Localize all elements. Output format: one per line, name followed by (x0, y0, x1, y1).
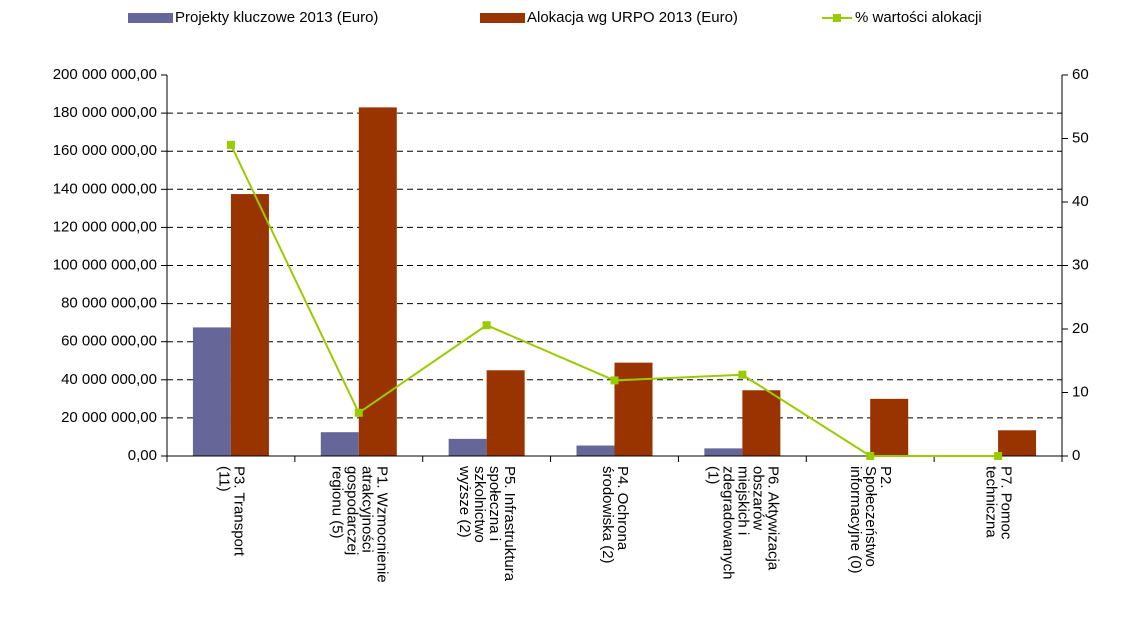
y-tick-label: 160 000 000,00 (53, 142, 157, 159)
y-tick-label: 80 000 000,00 (61, 295, 157, 312)
marker (994, 452, 1003, 460)
bar (320, 432, 359, 456)
x-tick-label: P4. Ochronaśrodowiska (2) (599, 466, 631, 564)
label-line: Społeczeństwo (862, 466, 879, 567)
y2-tick-label: 0 (1072, 447, 1080, 464)
legend-swatch (128, 13, 173, 23)
label-line: P5. Infrastruktura (501, 466, 518, 582)
label-line: wyższe (2) (456, 465, 473, 538)
label-line: gospodarczej (343, 466, 360, 555)
marker (738, 370, 747, 379)
label-line: informacyjne (0) (847, 466, 864, 574)
bar (870, 398, 909, 456)
bar (358, 107, 397, 456)
legend-marker (833, 14, 841, 22)
y-tick-label: 40 000 000,00 (61, 371, 157, 388)
marker (610, 376, 619, 385)
y-tick-label: 180 000 000,00 (53, 104, 157, 121)
label-line: społeczna i (486, 466, 503, 541)
marker (866, 452, 875, 460)
legend-swatch (480, 13, 525, 23)
label-line: P4. Ochrona (614, 466, 631, 551)
y2-tick-label: 20 (1072, 320, 1089, 337)
marker (354, 408, 363, 417)
legend-label: % wartości alokacji (855, 9, 982, 26)
y-tick-label: 20 000 000,00 (61, 409, 157, 426)
legend-label: Alokacja wg URPO 2013 (Euro) (527, 9, 738, 26)
legend-label: Projekty kluczowe 2013 (Euro) (175, 9, 378, 26)
x-tick-label: P6. Aktywizacjaobszarówmiejskich izdegra… (704, 466, 781, 579)
label-line: (11) (215, 466, 232, 492)
marker (226, 140, 235, 149)
marker (482, 321, 491, 330)
bar (192, 327, 231, 456)
x-tick-label: P3. Transport(11) (215, 466, 247, 557)
label-line: P7. Pomoc (998, 466, 1015, 540)
y-tick-label: 60 000 000,00 (61, 333, 157, 350)
y2-tick-label: 30 (1072, 256, 1089, 273)
x-tick-label: P1. Wzmocnienieatrakcyjnościgospodarczej… (328, 466, 390, 583)
label-line: regionu (5) (328, 466, 345, 539)
y2-tick-label: 60 (1072, 66, 1089, 83)
label-line: środowiska (2) (599, 466, 616, 564)
y-tick-label: 120 000 000,00 (53, 218, 157, 235)
x-tick-label: P7. Pomoctechniczna (983, 466, 1015, 540)
bar (998, 430, 1037, 456)
y-tick-label: 0,00 (128, 447, 157, 464)
x-tick-label: P2.Społeczeństwoinformacyjne (0) (847, 466, 894, 574)
label-line: zdegradowanych (719, 466, 736, 579)
label-line: atrakcyjności (358, 466, 375, 553)
bar (448, 438, 487, 456)
y-tick-label: 200 000 000,00 (53, 66, 157, 83)
bar (230, 194, 269, 456)
label-line: P3. Transport (230, 466, 247, 557)
x-tick-label: P5. Infrastrukturaspołeczna iszkolnictwo… (456, 465, 518, 582)
label-line: P2. (877, 466, 894, 489)
label-line: obszarów (749, 466, 766, 530)
y-tick-label: 140 000 000,00 (53, 180, 157, 197)
y2-tick-label: 10 (1072, 383, 1089, 400)
label-line: P6. Aktywizacja (764, 466, 781, 571)
bar (486, 370, 525, 456)
label-line: (1) (704, 466, 721, 484)
label-line: P1. Wzmocnienie (373, 466, 390, 583)
label-line: szkolnictwo (471, 466, 488, 543)
y-tick-label: 100 000 000,00 (53, 256, 157, 273)
y2-tick-label: 50 (1072, 129, 1089, 146)
bar (614, 362, 653, 456)
bar (576, 445, 615, 456)
label-line: miejskich i (734, 466, 751, 535)
bar (742, 390, 781, 456)
label-line: techniczna (983, 466, 1000, 538)
bar (704, 448, 743, 456)
y2-tick-label: 40 (1072, 193, 1089, 210)
